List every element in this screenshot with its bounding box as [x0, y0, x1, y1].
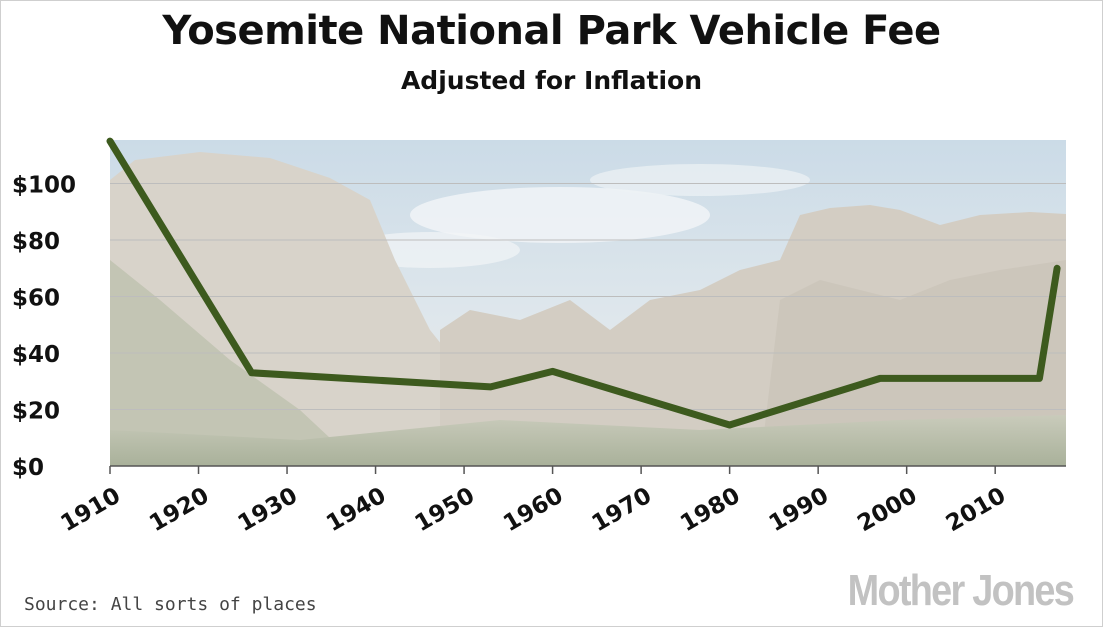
y-axis: $0 $20 $40 $60 $80 $100 — [12, 173, 76, 482]
x-tick-label: 1920 — [145, 483, 213, 538]
x-axis: 1910 1920 1930 1940 1950 1960 1970 1980 1990 2000… — [57, 465, 1066, 538]
chart-subtitle: Adjusted for Inflation — [400, 66, 703, 95]
chart-title: Yosemite National Park Vehicle Fee — [162, 8, 941, 54]
gridlines — [110, 183, 1066, 410]
mother-jones-logo: Mother Jones — [847, 566, 1075, 615]
data-point — [108, 139, 112, 144]
x-tick-label: 1930 — [234, 483, 302, 538]
data-point — [727, 423, 732, 427]
x-tick-label: 1950 — [411, 483, 479, 538]
data-point — [488, 384, 493, 389]
y-tick-label: $100 — [12, 173, 76, 199]
x-tick-label: 2010 — [942, 483, 1010, 538]
y-tick-label: $40 — [12, 342, 60, 368]
series-layer — [106, 137, 1061, 429]
data-point — [1055, 266, 1060, 271]
y-tick-label: $60 — [12, 286, 60, 312]
data-point — [878, 376, 883, 381]
x-tick-label: 1970 — [588, 483, 656, 538]
x-tick-label: 2000 — [853, 483, 921, 538]
x-tick-label: 1960 — [499, 483, 567, 538]
y-tick-label: $80 — [12, 229, 60, 255]
source-note: Source: All sorts of places — [24, 594, 317, 615]
y-tick-label: $0 — [12, 455, 44, 481]
data-point — [1037, 376, 1042, 381]
y-tick-label: $20 — [12, 399, 60, 425]
data-point — [249, 370, 254, 375]
x-tick-label: 1980 — [676, 483, 744, 538]
x-tick-label: 1990 — [765, 483, 833, 538]
x-tick-label: 1910 — [57, 483, 125, 538]
x-tick-label: 1940 — [322, 483, 390, 538]
data-point — [550, 369, 555, 374]
yosemite-background-image — [110, 140, 1066, 466]
series-line-0 — [106, 137, 1061, 429]
